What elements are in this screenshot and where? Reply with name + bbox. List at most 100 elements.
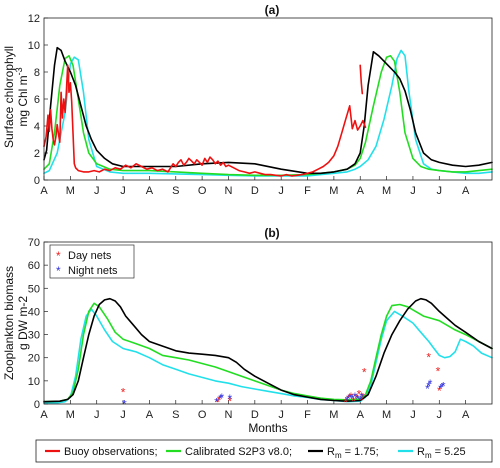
panel-a-series-red: [43, 64, 367, 177]
panel-a-title: (a): [265, 3, 280, 17]
panel-b-xtick-label-9: J: [278, 409, 284, 421]
panel-b-day-nets-point-9: *: [357, 388, 362, 402]
panel-b-legend: * Day nets * Night nets: [49, 244, 135, 279]
panel-b-day-nets-point-10: *: [359, 393, 364, 407]
panel-a-ytick-label-0: 0: [34, 175, 40, 187]
panel-b-night-nets-point-16: *: [440, 381, 445, 395]
panel-a-ylabel-line1: Surface chlorophyll: [2, 46, 16, 148]
panel-a-xtick-label-10: F: [304, 185, 311, 197]
panel-b-ytick-label-6: 60: [28, 260, 40, 272]
panel-b-night-nets-point-9: *: [355, 392, 360, 406]
panel-b-day-nets-point-15: *: [437, 384, 442, 398]
panel-a-series-cyan: [43, 49, 493, 177]
panel-a-xtick-label-1: M: [66, 185, 75, 197]
rm525-sub: m: [425, 451, 432, 460]
panel-a-xtick-label-4: A: [146, 185, 154, 197]
panel-a-frame: [43, 17, 493, 181]
panel-a-xtick-label-7: N: [224, 185, 232, 197]
panel-b-day-nets-point-8: *: [354, 392, 359, 406]
panel-b-day-nets-point-14: *: [436, 364, 441, 378]
panel-a-ytick-label-3: 6: [34, 94, 40, 106]
bottom-legend: Buoy observations; Calibrated S2P3 v8.0;…: [35, 439, 493, 463]
panel-a-ytick-label-1: 2: [34, 148, 40, 160]
panel-a-plot: 0 2 4 6 8 10 12 A M J J A S O N D J F M A M J J A: [28, 13, 493, 197]
panel-b-day-nets-point-4: *: [343, 396, 348, 410]
panel-b-ylabel-line1: Zooplankton biomass: [2, 266, 16, 380]
panel-b-xtick-label-6: O: [198, 409, 207, 421]
panel-b-xtick-label-0: A: [40, 409, 48, 421]
panel-a-xtick-label-16: A: [462, 185, 470, 197]
panel-a-series-red2: [359, 64, 364, 95]
panel-b-xtick-label-11: M: [329, 409, 338, 421]
panel-b-series-black: [43, 297, 493, 403]
panel-b-day-nets-point-5: *: [346, 392, 351, 406]
panel-a-xtick-label-9: J: [278, 185, 284, 197]
panel-a-xtick-label-0: A: [40, 185, 48, 197]
panel-a-xtick-label-11: M: [329, 185, 338, 197]
bottom-legend-rm525-label: Rm = 5.25: [417, 446, 466, 460]
panel-b-xtick-label-2: J: [94, 409, 100, 421]
panel-b-xtick-label-16: A: [462, 409, 470, 421]
panel-b-night-nets-point-5: *: [345, 393, 350, 407]
panel-b-title: (b): [264, 226, 279, 240]
panel-b-night-nets-point-8: *: [353, 390, 358, 404]
panel-b-night-nets-point-1: *: [214, 396, 219, 410]
panel-a-ylabel-main: mg Chl m: [16, 75, 30, 126]
bottom-legend-buoy-label: Buoy observations;: [64, 446, 158, 458]
panel-a-ylabel-sup: -3: [14, 67, 24, 75]
panel-b-night-nets-point-15: *: [438, 382, 443, 396]
panel-b-day-nets-point-3: *: [227, 395, 232, 409]
legend-day-marker: *: [56, 249, 61, 263]
panel-a-ylabel-line2: mg Chl m-3: [14, 67, 30, 126]
panel-b-day-nets-point-13: *: [426, 351, 431, 365]
panel-b-day-nets-point-6: *: [349, 390, 354, 404]
panel-a-ytick-label-5: 10: [28, 40, 40, 52]
panel-b-xtick-label-10: F: [304, 409, 311, 421]
panel-a-xtick-label-8: D: [251, 185, 259, 197]
panel-b-day-nets-point-1: *: [216, 396, 221, 410]
panel-a-xtick-label-13: M: [382, 185, 391, 197]
panel-b-night-nets-point-12: *: [425, 382, 430, 396]
panel-b-day-nets-point-7: *: [351, 395, 356, 409]
panel-b-ytick-label-5: 50: [28, 283, 40, 295]
panel-b-day-nets-point-2: *: [217, 393, 222, 407]
panel-b-ytick-label-2: 20: [28, 353, 40, 365]
legend-night-marker: *: [56, 264, 61, 278]
panel-b-xlabel: Months: [248, 421, 287, 435]
panel-b-xtick-label-12: A: [357, 409, 365, 421]
bottom-legend-box: [35, 439, 493, 463]
panel-b-night-nets-point-6: *: [347, 391, 352, 405]
panel-a-ytick-label-6: 12: [28, 13, 40, 25]
panel-b-xtick-label-3: J: [120, 409, 126, 421]
panel-b-night-nets-point-10: *: [358, 393, 363, 407]
rm525-suffix: = 5.25: [432, 446, 466, 458]
panel-a-xtick-label-6: O: [198, 185, 207, 197]
rm175-prefix: R: [327, 446, 335, 458]
panel-b-xtick-label-5: S: [172, 409, 179, 421]
panel-b-legend-box: [49, 244, 135, 279]
panel-b-xtick-label-13: M: [382, 409, 391, 421]
panel-b-xtick-label-7: N: [224, 409, 232, 421]
panel-b-night-nets-point-13: *: [426, 379, 431, 393]
panel-b-ytick-label-3: 30: [28, 330, 40, 342]
panel-b-night-nets-point-14: *: [428, 377, 433, 391]
rm525-prefix: R: [417, 446, 425, 458]
panel-b-xtick-label-8: D: [251, 409, 259, 421]
panel-a-xtick-label-12: A: [357, 185, 365, 197]
panel-b-ytick-label-0: 0: [34, 399, 40, 411]
panel-a-xtick-label-15: J: [437, 185, 443, 197]
panel-b-xtick-label-15: J: [437, 409, 443, 421]
panel-b-ytick-label-7: 70: [28, 237, 40, 249]
panel-a-xtick-label-3: J: [120, 185, 126, 197]
panel-b-ytick-label-4: 40: [28, 306, 40, 318]
panel-b-frame: [43, 241, 493, 405]
panel-a: (a) Surface chlorophyll mg Chl m-3 0 2 4 6 8…: [2, 3, 493, 197]
panel-b-day-nets-point-0: *: [121, 385, 126, 399]
panel-b-day-nets-point-12: *: [362, 366, 367, 380]
panel-b-ylabel-line2: g DW m-2: [16, 296, 30, 350]
panel-a-xtick-label-14: J: [410, 185, 416, 197]
panel-b-night-nets-point-17: *: [441, 379, 446, 393]
panel-b: (b) Zooplankton biomass g DW m-2 Months …: [2, 226, 493, 435]
panel-b-xtick-label-14: J: [410, 409, 416, 421]
